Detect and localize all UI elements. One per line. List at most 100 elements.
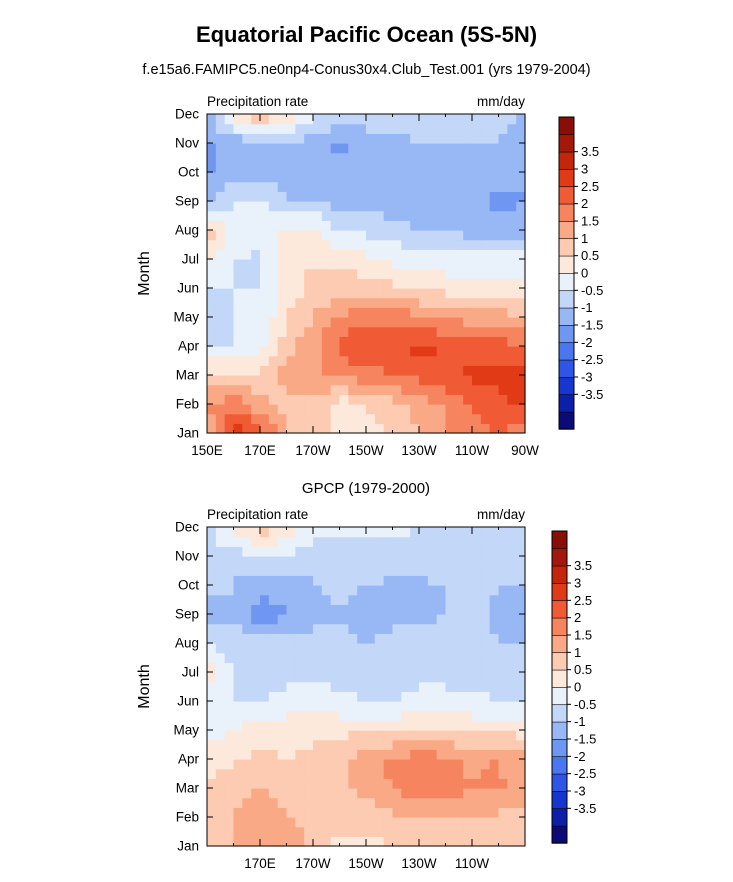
colorbar-label: 0 — [574, 680, 581, 695]
heatmap-cell — [330, 749, 341, 760]
heatmap-cell — [445, 172, 455, 183]
heatmap-cell — [313, 672, 323, 683]
heatmap-cell — [472, 749, 482, 760]
heatmap-cell — [383, 662, 394, 673]
heatmap-cell — [410, 394, 420, 405]
heatmap-cell — [348, 672, 358, 683]
y-tick-label: Jan — [177, 839, 199, 854]
heatmap-cell — [242, 114, 252, 125]
heatmap-cell — [251, 710, 261, 721]
heatmap-cell — [436, 404, 447, 415]
heatmap-cell — [383, 191, 394, 202]
heatmap-cell — [366, 749, 376, 760]
heatmap-cell — [516, 278, 526, 289]
heatmap-cell — [277, 133, 288, 144]
y-tick-label: Jun — [177, 694, 199, 709]
heatmap-cell — [357, 423, 367, 434]
heatmap-cell — [401, 133, 411, 144]
heatmap-cell — [357, 162, 367, 173]
heatmap-cell — [251, 817, 261, 828]
heatmap-cell — [357, 836, 367, 847]
heatmap-cell — [260, 230, 270, 241]
heatmap-cell — [383, 643, 394, 654]
heatmap-cell — [427, 394, 438, 405]
heatmap-cell — [489, 836, 500, 847]
heatmap-cell — [454, 604, 464, 615]
colorbar-label: -3 — [581, 370, 593, 385]
heatmap-cell — [472, 346, 482, 357]
heatmap-cell — [366, 297, 376, 308]
heatmap-cell — [454, 633, 464, 644]
heatmap-cell — [304, 720, 314, 731]
heatmap-cell — [410, 807, 420, 818]
heatmap-cell — [516, 527, 526, 538]
heatmap-cell — [357, 691, 367, 702]
heatmap-cell — [277, 191, 288, 202]
heatmap-cell — [480, 181, 491, 192]
heatmap-cell — [410, 739, 420, 750]
heatmap-cell — [224, 826, 235, 837]
heatmap-cell — [242, 788, 252, 799]
y-tick-label: Feb — [176, 397, 199, 412]
heatmap-cell — [445, 249, 455, 260]
heatmap-cell — [321, 133, 332, 144]
heatmap-cell — [436, 585, 447, 596]
heatmap-cell — [366, 278, 376, 289]
heatmap-cell — [207, 317, 217, 328]
heatmap-cell — [313, 172, 323, 183]
heatmap-cell — [233, 114, 243, 125]
heatmap-cell — [207, 575, 217, 586]
heatmap-cell — [454, 556, 464, 567]
heatmap-cell — [498, 346, 508, 357]
heatmap-cell — [295, 239, 305, 250]
heatmap-cell — [463, 662, 473, 673]
heatmap-cell — [286, 278, 296, 289]
heatmap-cell — [295, 604, 305, 615]
heatmap-cell — [445, 413, 455, 424]
heatmap-cell — [480, 268, 491, 279]
heatmap-cell — [215, 788, 226, 799]
heatmap-cell — [463, 152, 473, 163]
heatmap-cell — [251, 297, 261, 308]
heatmap-cell — [268, 297, 279, 308]
heatmap-cell — [286, 249, 296, 260]
heatmap-cell — [480, 220, 491, 231]
heatmap-cell — [304, 807, 314, 818]
heatmap-cell — [498, 191, 508, 202]
heatmap-cell — [348, 527, 358, 538]
heatmap-cell — [233, 797, 243, 808]
heatmap-cell — [277, 201, 288, 212]
heatmap-cell — [374, 133, 385, 144]
heatmap-cell — [224, 326, 235, 337]
heatmap-cell — [321, 614, 332, 625]
heatmap-cell — [480, 172, 491, 183]
heatmap-cell — [401, 681, 411, 692]
heatmap-cell — [207, 672, 217, 683]
colorbar-swatch — [551, 582, 568, 602]
heatmap-cell — [436, 826, 447, 837]
heatmap-cell — [463, 691, 473, 702]
heatmap-cell — [215, 297, 226, 308]
heatmap-cell — [472, 181, 482, 192]
heatmap-cell — [251, 720, 261, 731]
heatmap-cell — [330, 575, 341, 586]
heatmap-cell — [383, 585, 394, 596]
heatmap-cell — [321, 413, 332, 424]
heatmap-cell — [207, 565, 217, 576]
heatmap-cell — [330, 336, 341, 347]
heatmap-cell — [392, 836, 402, 847]
heatmap-cell — [489, 768, 500, 779]
heatmap-cell — [454, 759, 464, 770]
heatmap-cell — [260, 288, 270, 299]
heatmap-cell — [498, 720, 508, 731]
heatmap-cell — [313, 536, 323, 547]
heatmap-cell — [348, 278, 358, 289]
heatmap-cell — [313, 585, 323, 596]
heatmap-cell — [454, 220, 464, 231]
heatmap-cell — [313, 565, 323, 576]
heatmap-cell — [419, 826, 429, 837]
heatmap-cell — [489, 384, 500, 395]
heatmap-cell — [463, 297, 473, 308]
heatmap-cell — [383, 623, 394, 634]
heatmap-cell — [224, 317, 235, 328]
